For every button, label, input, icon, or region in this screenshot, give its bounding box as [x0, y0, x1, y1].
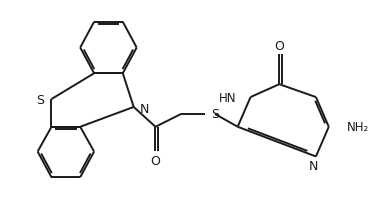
Text: N: N — [140, 103, 149, 116]
Text: S: S — [211, 108, 219, 121]
Text: S: S — [37, 93, 44, 106]
Text: O: O — [274, 40, 284, 53]
Text: NH₂: NH₂ — [347, 121, 369, 134]
Text: HN: HN — [219, 91, 237, 104]
Text: N: N — [309, 159, 319, 172]
Text: O: O — [151, 154, 160, 167]
